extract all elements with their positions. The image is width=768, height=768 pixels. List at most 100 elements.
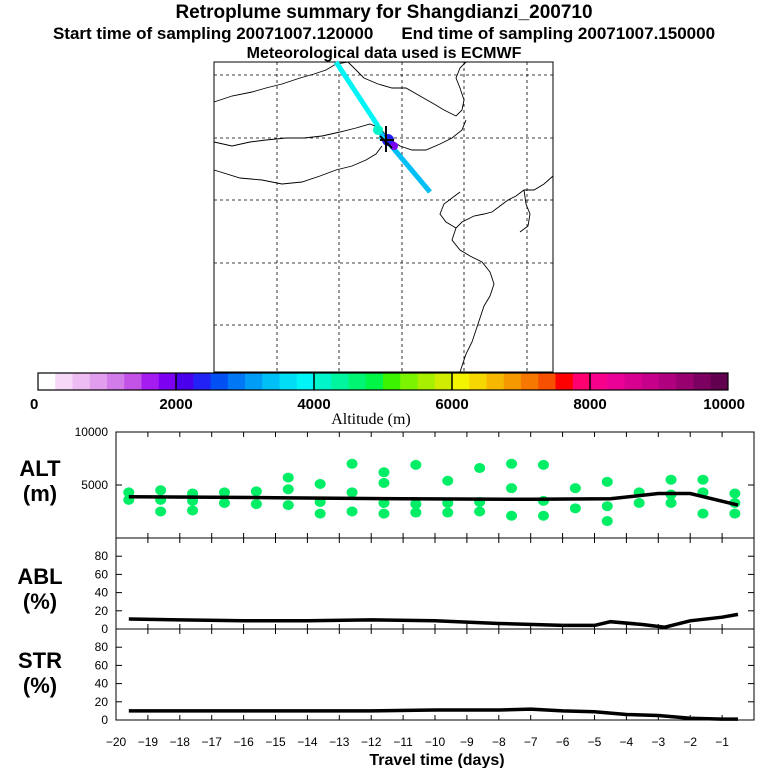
alt-data-point: [346, 506, 358, 517]
alt-data-point: [282, 500, 294, 511]
alt-data-point: [474, 463, 486, 474]
alt-panel-label: ALT: [19, 456, 61, 481]
colorbar-swatch: [124, 373, 142, 390]
alt-data-point: [378, 508, 390, 519]
colorbar-swatch: [590, 373, 608, 390]
alt-data-point: [537, 459, 549, 470]
colorbar-swatch: [314, 373, 332, 390]
colorbar-swatch: [296, 373, 315, 390]
colorbar-swatch: [417, 373, 436, 390]
y-tick-label: 0: [101, 622, 108, 636]
y-tick-label: 20: [95, 604, 109, 618]
y-tick-label: 0: [101, 713, 108, 727]
panel-frame: [115, 628, 755, 721]
y-tick-label: 10000: [75, 425, 109, 439]
colorbar-label: Altitude (m): [331, 411, 411, 428]
y-tick-label: 60: [95, 567, 109, 581]
alt-data-point: [346, 487, 358, 498]
map-frame: [213, 61, 554, 373]
colorbar-tick-label: 6000: [435, 396, 468, 413]
alt-data-point: [282, 472, 294, 483]
abl-panel-label: ABL: [17, 564, 62, 589]
colorbar-swatch: [607, 373, 625, 390]
alt-data-point: [314, 508, 326, 519]
alt-panel: 5000 10000: [75, 425, 755, 539]
alt-data-point: [410, 459, 422, 470]
y-tick-label: 5000: [81, 478, 108, 492]
panel-frame: [115, 431, 755, 539]
alt-data-point: [155, 485, 167, 496]
abl-series-line: [128, 612, 739, 629]
altitude-colorbar: 0 2000 4000 6000 8000 10000 Altitude (m): [30, 372, 745, 428]
colorbar-swatch: [434, 373, 453, 390]
border-line: [347, 61, 467, 117]
x-tick-label: −15: [265, 735, 286, 749]
coastline: [519, 189, 531, 233]
alt-data-point: [601, 501, 613, 512]
colorbar-swatch: [107, 373, 125, 390]
x-tick-label: −9: [460, 735, 474, 749]
alt-data-point: [506, 510, 518, 521]
x-tick-label: −13: [329, 735, 350, 749]
x-axis: −20 −19 −18 −17 −16 −15 −14 −13 −12 −11 −10 −9 −8 −7 −…: [106, 735, 729, 749]
colorbar-swatch: [469, 373, 487, 390]
colorbar-swatch: [193, 373, 211, 390]
x-tick-label: −4: [620, 735, 634, 749]
alt-data-point: [569, 483, 581, 494]
x-tick-label: −20: [106, 735, 127, 749]
colorbar-swatch: [538, 373, 556, 390]
x-tick-label: −11: [393, 735, 413, 749]
alt-data-point: [155, 506, 167, 517]
colorbar-swatch: [555, 373, 574, 390]
station-marker-icon: [379, 126, 394, 152]
alt-data-point: [665, 498, 677, 509]
alt-data-point: [474, 506, 486, 517]
x-tick-label: −12: [361, 735, 382, 749]
alt-data-point: [123, 487, 135, 498]
colorbar-ticks: 0 2000 4000 6000 8000 10000: [30, 396, 745, 413]
met-data-label: Meteorological data used is ECMWF: [246, 45, 522, 62]
colorbar-swatch: [365, 373, 384, 390]
alt-data-point: [697, 508, 709, 519]
colorbar-dividers: [175, 373, 591, 390]
abl-panel-unit: (%): [23, 589, 57, 614]
str-panel-label: STR: [18, 648, 62, 673]
alt-data-point: [378, 498, 390, 509]
x-tick-label: −6: [556, 735, 570, 749]
colorbar-swatch: [624, 373, 643, 390]
alt-data-point: [378, 477, 390, 488]
x-tick-label: −3: [651, 735, 665, 749]
colorbar-swatch: [693, 373, 712, 390]
border-line: [213, 145, 383, 185]
alt-data-point: [218, 498, 230, 509]
colorbar-swatch: [227, 373, 246, 390]
colorbar-swatch: [452, 373, 470, 390]
alt-data-point: [537, 510, 549, 521]
colorbar-tick-label: 4000: [297, 396, 330, 413]
alt-data-point: [569, 503, 581, 514]
x-tick-label: −18: [170, 735, 191, 749]
alt-data-point: [665, 474, 677, 485]
border-line: [213, 119, 467, 151]
colorbar-swatch: [710, 373, 729, 390]
x-tick-label: −1: [715, 735, 729, 749]
alt-data-point: [410, 499, 422, 510]
colorbar-swatch: [141, 373, 160, 390]
x-tick-label: −2: [683, 735, 697, 749]
x-axis-title: Travel time (days): [369, 752, 504, 768]
colorbar-swatch: [486, 373, 505, 390]
x-tick-label: −19: [138, 735, 159, 749]
y-tick-label: 60: [95, 658, 109, 672]
alt-data-point: [697, 474, 709, 485]
coastline: [439, 191, 461, 229]
alt-data-point: [282, 484, 294, 495]
abl-panel: 0 20 40 60 80: [95, 537, 755, 636]
colorbar-tick-label: 2000: [159, 396, 192, 413]
colorbar-swatch: [383, 373, 401, 390]
x-tick-label: −8: [492, 735, 506, 749]
alt-data-point: [633, 498, 645, 509]
alt-data-point: [729, 508, 741, 519]
str-panel: 0 20 40 60 80: [95, 628, 755, 727]
alt-data-point: [729, 488, 741, 499]
